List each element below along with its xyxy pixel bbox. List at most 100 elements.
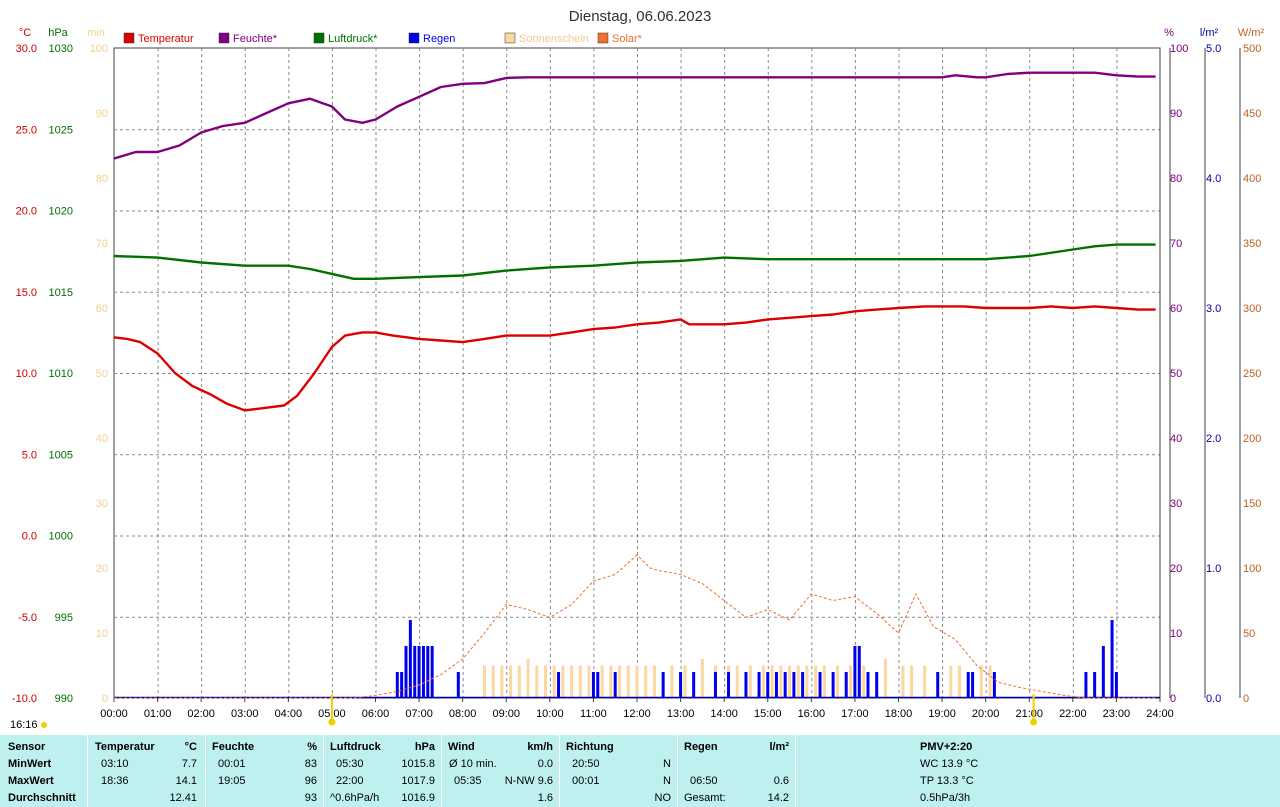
temperature-avg: 12.41 <box>169 792 197 804</box>
axis-tick-label: 450 <box>1243 108 1261 120</box>
temperature-max: 14.1 <box>175 775 197 787</box>
axis-tick-label: 5.0 <box>1206 43 1221 55</box>
direction-max: N <box>663 775 671 787</box>
pmv-pressure-trend: 0.5hPa/3h <box>920 792 971 804</box>
x-tick-label: 17:00 <box>841 708 869 720</box>
axis-tick-label: 400 <box>1243 173 1261 185</box>
x-tick-label: 24:00 <box>1146 708 1174 720</box>
axis-tick-label: 990 <box>55 693 73 705</box>
bar-sonnenschein <box>609 665 613 698</box>
axis-tick-label: 10 <box>1170 628 1182 640</box>
direction-column: Richtung 20:50 N 00:01 N NO <box>560 735 678 807</box>
bar-regen <box>456 672 460 698</box>
series-line-temperatur <box>113 305 1156 412</box>
bar-sonnenschein <box>561 665 565 698</box>
wind-unit: km/h <box>527 741 553 753</box>
direction-min-time: 20:50 <box>572 758 600 770</box>
bar-regen <box>395 672 399 698</box>
x-tick-label: 14:00 <box>710 708 738 720</box>
pmv-windchill: WC 13.9 °C <box>920 758 979 770</box>
x-tick-label: 11:00 <box>580 708 607 720</box>
axis-tick-label: 10 <box>96 628 108 640</box>
humidity-unit: % <box>307 741 317 753</box>
legend-swatch <box>313 32 325 44</box>
bar-regen <box>713 672 717 698</box>
temperature-unit: °C <box>184 741 197 753</box>
bar-sonnenschein <box>849 665 853 698</box>
row-label-min: MinWert <box>8 758 52 770</box>
legend-label: Regen <box>423 33 455 45</box>
bar-regen <box>875 672 879 698</box>
bar-sonnenschein <box>635 665 639 698</box>
axis-tick-label: 20.0 <box>16 206 37 218</box>
bar-sonnenschein <box>779 665 783 698</box>
axis-tick-label: 100 <box>90 43 108 55</box>
bar-regen <box>426 646 430 698</box>
axis-tick-label: 20 <box>96 563 108 575</box>
axis-tick-label: 2.0 <box>1206 433 1221 445</box>
bar-sonnenschein <box>958 665 962 698</box>
bar-regen <box>400 672 404 698</box>
temperature-min: 7.7 <box>181 758 197 770</box>
rain-total-label: Gesamt: <box>684 792 726 804</box>
x-tick-label: 16:00 <box>798 708 826 720</box>
axis-unit-4: l/m² <box>1200 27 1219 39</box>
bar-sonnenschein <box>862 665 866 698</box>
axis-tick-label: 80 <box>1170 173 1182 185</box>
humidity-column: Feuchte % 00:01 83 19:05 96 93 <box>206 735 324 807</box>
bar-regen <box>591 672 595 698</box>
series-line-luftdruck <box>113 243 1156 280</box>
axis-tick-label: 1010 <box>49 368 73 380</box>
axis-tick-label: 100 <box>1170 43 1188 55</box>
sun-marker-dot <box>1030 718 1038 726</box>
bar-sonnenschein <box>543 665 547 698</box>
axis-tick-label: 4.0 <box>1206 173 1221 185</box>
rain-max-time: 06:50 <box>690 775 718 787</box>
wind-avg: 1.6 <box>537 792 553 804</box>
pressure-trend: ^0.6hPa/h <box>330 792 380 804</box>
axis-tick-label: 1025 <box>49 124 73 136</box>
humidity-header: Feuchte <box>212 741 255 753</box>
bar-regen <box>818 672 822 698</box>
bar-regen <box>430 646 434 698</box>
pressure-unit: hPa <box>414 741 435 753</box>
pmv-header: PMV+2:20 <box>920 741 973 753</box>
pressure-min-time: 05:30 <box>336 758 364 770</box>
bar-regen <box>783 672 787 698</box>
bar-sonnenschein <box>901 665 905 698</box>
bar-sonnenschein <box>949 665 953 698</box>
bar-sonnenschein <box>910 665 914 698</box>
bar-regen <box>831 672 835 698</box>
sun-marker-dot <box>328 718 336 726</box>
axis-tick-label: 50 <box>96 368 108 380</box>
bar-regen <box>727 672 731 698</box>
chart-title: Dienstag, 06.06.2023 <box>569 8 712 25</box>
wind-header: Wind <box>448 741 475 753</box>
bar-regen <box>1110 620 1114 698</box>
bar-sonnenschein <box>683 665 687 698</box>
wind-max-time: 05:35 <box>454 775 482 787</box>
axis-unit-5: W/m² <box>1238 27 1265 39</box>
direction-max-time: 00:01 <box>572 775 600 787</box>
rain-column: Regen l/m² 06:50 0.6 Gesamt: 14.2 <box>678 735 796 807</box>
axis-tick-label: 1030 <box>49 43 73 55</box>
bar-sonnenschein <box>578 665 582 698</box>
bar-regen <box>971 672 975 698</box>
bar-regen <box>1101 646 1105 698</box>
x-tick-label: 22:00 <box>1059 708 1087 720</box>
axis-tick-label: 50 <box>1170 368 1182 380</box>
bar-sonnenschein <box>770 665 774 698</box>
bar-sonnenschein <box>517 665 521 698</box>
axis-tick-label: 250 <box>1243 368 1261 380</box>
humidity-max-time: 19:05 <box>218 775 246 787</box>
bar-sonnenschein <box>552 665 556 698</box>
bar-sonnenschein <box>814 665 818 698</box>
axis-tick-label: 70 <box>96 238 108 250</box>
bar-regen <box>801 672 805 698</box>
legend-label: Luftdruck* <box>328 33 378 45</box>
bar-sonnenschein <box>535 665 539 698</box>
bar-sonnenschein <box>644 665 648 698</box>
legend-swatch <box>597 32 609 44</box>
axis-tick-label: 1.0 <box>1206 563 1221 575</box>
axis-tick-label: 5.0 <box>22 449 37 461</box>
